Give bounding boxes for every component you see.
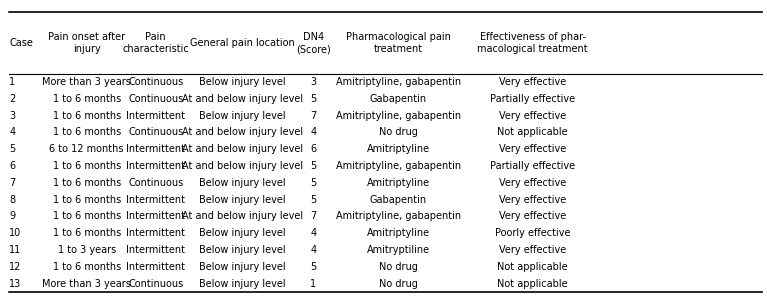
Text: Amitriptyline, gabapentin: Amitriptyline, gabapentin	[336, 211, 461, 222]
Text: Intermittent: Intermittent	[127, 195, 185, 205]
Text: Pain
characteristic: Pain characteristic	[122, 32, 189, 54]
Text: Intermittent: Intermittent	[127, 111, 185, 121]
Text: At and below injury level: At and below injury level	[183, 161, 303, 171]
Text: 5: 5	[310, 161, 317, 171]
Text: Very effective: Very effective	[499, 178, 566, 188]
Text: Below injury level: Below injury level	[199, 195, 286, 205]
Text: 12: 12	[9, 262, 21, 272]
Text: Below injury level: Below injury level	[199, 279, 286, 289]
Text: Case: Case	[9, 38, 33, 48]
Text: Below injury level: Below injury level	[199, 111, 286, 121]
Text: General pain location: General pain location	[190, 38, 295, 48]
Text: Gabapentin: Gabapentin	[370, 195, 427, 205]
Text: 1: 1	[9, 77, 15, 87]
Text: Very effective: Very effective	[499, 195, 566, 205]
Text: Below injury level: Below injury level	[199, 245, 286, 255]
Text: No drug: No drug	[379, 279, 418, 289]
Text: 1: 1	[311, 279, 316, 289]
Text: 10: 10	[9, 228, 21, 238]
Text: 1 to 6 months: 1 to 6 months	[53, 228, 120, 238]
Text: Not applicable: Not applicable	[497, 128, 568, 138]
Text: Amitriptyline: Amitriptyline	[367, 228, 430, 238]
Text: DN4
(Score): DN4 (Score)	[296, 32, 331, 54]
Text: 9: 9	[9, 211, 15, 222]
Text: 1 to 6 months: 1 to 6 months	[53, 128, 120, 138]
Text: 1 to 6 months: 1 to 6 months	[53, 195, 120, 205]
Text: Continuous: Continuous	[128, 279, 183, 289]
Text: 11: 11	[9, 245, 21, 255]
Text: More than 3 years: More than 3 years	[42, 77, 131, 87]
Text: Continuous: Continuous	[128, 128, 183, 138]
Text: Partially effective: Partially effective	[490, 161, 575, 171]
Text: Continuous: Continuous	[128, 94, 183, 104]
Text: 4: 4	[311, 128, 316, 138]
Text: 8: 8	[9, 195, 15, 205]
Text: Partially effective: Partially effective	[490, 94, 575, 104]
Text: 1 to 6 months: 1 to 6 months	[53, 94, 120, 104]
Text: 6: 6	[9, 161, 15, 171]
Text: 1 to 3 years: 1 to 3 years	[58, 245, 116, 255]
Text: Very effective: Very effective	[499, 245, 566, 255]
Text: 1 to 6 months: 1 to 6 months	[53, 161, 120, 171]
Text: 4: 4	[311, 245, 316, 255]
Text: 7: 7	[310, 211, 317, 222]
Text: 1 to 6 months: 1 to 6 months	[53, 262, 120, 272]
Text: Below injury level: Below injury level	[199, 262, 286, 272]
Text: Continuous: Continuous	[128, 77, 183, 87]
Text: 4: 4	[9, 128, 15, 138]
Text: Amitriptyline, gabapentin: Amitriptyline, gabapentin	[336, 111, 461, 121]
Text: Intermittent: Intermittent	[127, 262, 185, 272]
Text: Below injury level: Below injury level	[199, 228, 286, 238]
Text: Pharmacological pain
treatment: Pharmacological pain treatment	[346, 32, 451, 54]
Text: At and below injury level: At and below injury level	[183, 144, 303, 154]
Text: At and below injury level: At and below injury level	[183, 94, 303, 104]
Text: At and below injury level: At and below injury level	[183, 128, 303, 138]
Text: 1 to 6 months: 1 to 6 months	[53, 111, 120, 121]
Text: Intermittent: Intermittent	[127, 228, 185, 238]
Text: Very effective: Very effective	[499, 211, 566, 222]
Text: Amitriptyline: Amitriptyline	[367, 144, 430, 154]
Text: Intermittent: Intermittent	[127, 161, 185, 171]
Text: Amitriptyline: Amitriptyline	[367, 178, 430, 188]
Text: 5: 5	[310, 178, 317, 188]
Text: Amitryptiline: Amitryptiline	[367, 245, 430, 255]
Text: Intermittent: Intermittent	[127, 144, 185, 154]
Text: 5: 5	[310, 195, 317, 205]
Text: 7: 7	[9, 178, 15, 188]
Text: 7: 7	[310, 111, 317, 121]
Text: 5: 5	[310, 262, 317, 272]
Text: Very effective: Very effective	[499, 77, 566, 87]
Text: Below injury level: Below injury level	[199, 77, 286, 87]
Text: At and below injury level: At and below injury level	[183, 211, 303, 222]
Text: 13: 13	[9, 279, 21, 289]
Text: 6: 6	[311, 144, 316, 154]
Text: 3: 3	[9, 111, 15, 121]
Text: Amitriptyline, gabapentin: Amitriptyline, gabapentin	[336, 77, 461, 87]
Text: 6 to 12 months: 6 to 12 months	[49, 144, 124, 154]
Text: Not applicable: Not applicable	[497, 279, 568, 289]
Text: 3: 3	[311, 77, 316, 87]
Text: Intermittent: Intermittent	[127, 211, 185, 222]
Text: 5: 5	[310, 94, 317, 104]
Text: Continuous: Continuous	[128, 178, 183, 188]
Text: 1 to 6 months: 1 to 6 months	[53, 178, 120, 188]
Text: 1 to 6 months: 1 to 6 months	[53, 211, 120, 222]
Text: More than 3 years: More than 3 years	[42, 279, 131, 289]
Text: Not applicable: Not applicable	[497, 262, 568, 272]
Text: Very effective: Very effective	[499, 144, 566, 154]
Text: Very effective: Very effective	[499, 111, 566, 121]
Text: No drug: No drug	[379, 262, 418, 272]
Text: 2: 2	[9, 94, 15, 104]
Text: Poorly effective: Poorly effective	[495, 228, 571, 238]
Text: Amitriptyline, gabapentin: Amitriptyline, gabapentin	[336, 161, 461, 171]
Text: 5: 5	[9, 144, 15, 154]
Text: Intermittent: Intermittent	[127, 245, 185, 255]
Text: No drug: No drug	[379, 128, 418, 138]
Text: Gabapentin: Gabapentin	[370, 94, 427, 104]
Text: 4: 4	[311, 228, 316, 238]
Text: Below injury level: Below injury level	[199, 178, 286, 188]
Text: Effectiveness of phar-
macological treatment: Effectiveness of phar- macological treat…	[477, 32, 588, 54]
Text: Pain onset after
injury: Pain onset after injury	[48, 32, 125, 54]
